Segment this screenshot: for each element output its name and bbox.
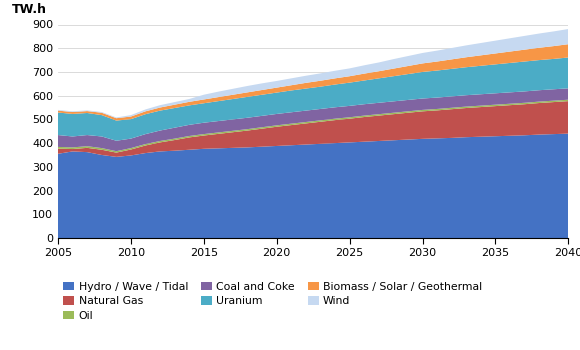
Legend: Hydro / Wave / Tidal, Natural Gas, Oil, Coal and Coke, Uranium, Biomass / Solar : Hydro / Wave / Tidal, Natural Gas, Oil, …	[63, 282, 482, 321]
Text: TW.h: TW.h	[12, 3, 47, 16]
